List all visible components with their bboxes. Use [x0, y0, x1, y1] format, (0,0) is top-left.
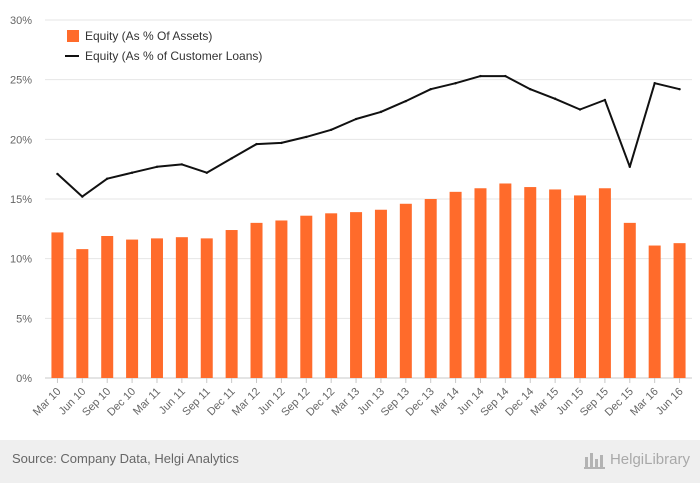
x-tick-label: Mar 16	[628, 386, 661, 419]
line-point	[628, 165, 631, 168]
bar	[350, 212, 363, 378]
x-tick-label: Mar 13	[329, 386, 362, 419]
bar-series	[51, 183, 686, 378]
bar	[399, 203, 412, 378]
x-tick-label: Mar 15	[529, 386, 562, 419]
line-point	[504, 74, 507, 78]
bar	[374, 209, 387, 378]
line-point	[205, 171, 208, 174]
source-note: Source: Company Data, Helgi Analytics	[12, 451, 239, 466]
bar	[250, 222, 263, 378]
bar	[225, 230, 238, 378]
bar	[325, 213, 338, 378]
legend-label-line: Equity (As % of Customer Loans)	[85, 49, 262, 63]
line-point	[454, 82, 457, 85]
line-point	[603, 98, 607, 102]
bar	[101, 235, 114, 378]
bar	[474, 188, 487, 378]
brand-name: HelgiLibrary	[609, 450, 690, 468]
bar	[598, 188, 611, 378]
legend: Equity (As % Of Assets) Equity (As % of …	[65, 29, 262, 63]
bar	[275, 220, 288, 378]
line-point	[479, 74, 482, 78]
bar	[51, 232, 64, 378]
x-tick-label: Mar 12	[230, 386, 263, 419]
bar	[574, 195, 587, 378]
y-tick-label: 0%	[16, 373, 32, 385]
line-point	[56, 172, 59, 176]
bar	[300, 215, 313, 378]
bar	[499, 183, 512, 378]
y-tick-label: 15%	[10, 194, 32, 206]
legend-swatch-bar	[67, 30, 79, 42]
line-point	[354, 117, 358, 121]
bar	[623, 222, 636, 378]
library-icon	[583, 453, 605, 469]
line-point	[329, 128, 333, 131]
line-point	[578, 108, 582, 111]
bar	[150, 238, 163, 378]
x-tick-label: Mar 14	[429, 386, 462, 419]
line-point	[106, 177, 109, 180]
legend-label-bar: Equity (As % Of Assets)	[85, 29, 212, 43]
chart-area: 0% 5% 10% 15% 20% 25% 30% Mar 10 Jun 10 Sep 10 De…	[10, 15, 692, 419]
line-point	[81, 195, 84, 198]
bar	[449, 191, 462, 378]
bar	[175, 237, 188, 378]
line-point	[280, 141, 283, 145]
footer: Source: Company Data, Helgi Analytics He…	[0, 440, 700, 483]
bar	[424, 199, 437, 378]
y-axis-ticks: 0% 5% 10% 15% 20% 25% 30%	[10, 15, 32, 385]
y-tick-label: 20%	[10, 134, 32, 146]
y-tick-label: 30%	[10, 15, 32, 27]
x-tick-label: Jun 16	[654, 386, 686, 418]
line-point	[653, 82, 656, 85]
line-point	[255, 142, 258, 146]
bar	[673, 243, 686, 378]
bar	[524, 187, 537, 378]
x-tick-label: Dec 10	[105, 386, 138, 419]
line-point	[130, 171, 134, 174]
bar	[76, 249, 89, 378]
y-tick-label: 10%	[10, 254, 32, 266]
y-tick-label: 25%	[10, 75, 32, 87]
line-point	[379, 110, 383, 114]
line-point	[305, 135, 308, 139]
line-point	[230, 157, 233, 160]
bar	[126, 239, 139, 378]
gridlines	[45, 19, 692, 379]
bar	[648, 245, 661, 378]
line-point	[404, 99, 408, 103]
brand-logo: HelgiLibrary	[583, 449, 690, 469]
y-tick-label: 5%	[16, 313, 32, 325]
x-tick-label: Mar 11	[131, 386, 163, 418]
line-point	[155, 165, 159, 168]
line-point	[429, 88, 432, 91]
bar	[200, 238, 213, 378]
line-series	[56, 74, 681, 198]
x-tick-label: Mar 10	[31, 386, 64, 419]
line-point	[678, 88, 681, 91]
line-series-path	[56, 75, 680, 198]
line-point	[553, 97, 557, 100]
bar	[549, 189, 562, 378]
line-point	[180, 163, 184, 166]
line-point	[529, 88, 532, 91]
